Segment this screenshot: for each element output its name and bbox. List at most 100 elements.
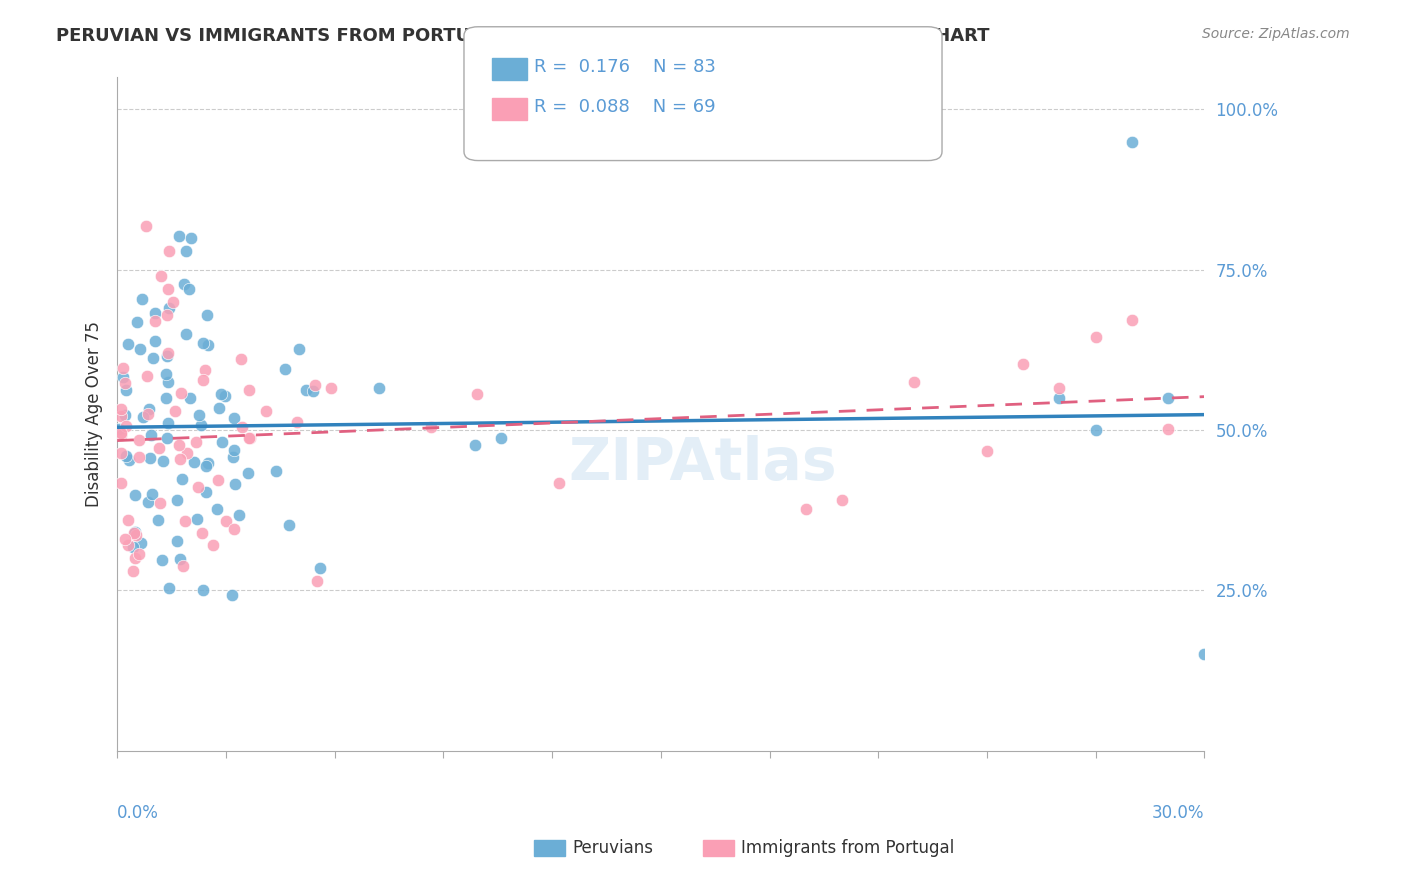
- Point: [143, 313, 166, 327]
- Point: [215, 514, 238, 528]
- Point: [170, 385, 193, 400]
- Point: [117, 513, 139, 527]
- Point: [1012, 357, 1035, 371]
- Point: [114, 419, 136, 434]
- Point: [228, 508, 250, 522]
- Point: [191, 336, 214, 351]
- Point: [831, 492, 853, 507]
- Point: [156, 416, 179, 430]
- Point: [1049, 381, 1071, 395]
- Point: [172, 558, 194, 573]
- Point: [124, 488, 146, 502]
- Point: [221, 588, 243, 602]
- Point: [173, 277, 195, 292]
- Point: [264, 464, 287, 478]
- Point: [141, 351, 163, 365]
- Point: [157, 375, 180, 389]
- Point: [136, 407, 159, 421]
- Point: [115, 449, 138, 463]
- Text: Immigrants from Portugal: Immigrants from Portugal: [741, 839, 955, 857]
- Point: [170, 472, 193, 486]
- Point: [166, 493, 188, 508]
- Point: [195, 484, 218, 499]
- Point: [110, 428, 132, 442]
- Point: [187, 480, 209, 494]
- Point: [177, 282, 200, 296]
- Point: [464, 438, 486, 452]
- Point: [136, 494, 159, 508]
- Point: [162, 295, 184, 310]
- Point: [110, 446, 132, 460]
- Point: [197, 456, 219, 470]
- Point: [111, 370, 134, 384]
- Point: [150, 553, 173, 567]
- Point: [156, 282, 179, 296]
- Point: [122, 564, 145, 578]
- Point: [238, 431, 260, 445]
- Point: [288, 342, 311, 356]
- Point: [188, 408, 211, 422]
- Point: [155, 391, 177, 405]
- Point: [285, 415, 308, 429]
- Point: [224, 522, 246, 536]
- Point: [143, 334, 166, 348]
- Point: [229, 351, 252, 366]
- Point: [125, 315, 148, 329]
- Point: [194, 362, 217, 376]
- Point: [138, 401, 160, 416]
- Point: [1049, 391, 1071, 405]
- Point: [254, 404, 277, 418]
- Point: [194, 459, 217, 474]
- Text: ZIPAtlas: ZIPAtlas: [568, 435, 838, 492]
- Point: [148, 441, 170, 455]
- Point: [124, 551, 146, 566]
- Point: [465, 387, 488, 401]
- Point: [305, 574, 328, 589]
- Text: R =  0.176    N = 83: R = 0.176 N = 83: [534, 58, 716, 76]
- Point: [193, 373, 215, 387]
- Point: [273, 362, 295, 376]
- Point: [107, 422, 129, 436]
- Point: [1084, 423, 1107, 437]
- Point: [150, 269, 173, 284]
- Point: [208, 401, 231, 415]
- Point: [180, 230, 202, 244]
- Point: [135, 219, 157, 233]
- Point: [117, 336, 139, 351]
- Point: [302, 384, 325, 398]
- Point: [110, 476, 132, 491]
- Point: [149, 496, 172, 510]
- Point: [1157, 391, 1180, 405]
- Text: Peruvians: Peruvians: [572, 839, 654, 857]
- Point: [169, 552, 191, 566]
- Point: [131, 292, 153, 306]
- Point: [128, 547, 150, 561]
- Point: [207, 473, 229, 487]
- Point: [239, 431, 262, 445]
- Point: [222, 442, 245, 457]
- Point: [277, 518, 299, 533]
- Y-axis label: Disability Age Over 75: Disability Age Over 75: [86, 321, 103, 507]
- Text: 0.0%: 0.0%: [117, 805, 159, 822]
- Text: Source: ZipAtlas.com: Source: ZipAtlas.com: [1202, 27, 1350, 41]
- Point: [214, 389, 236, 403]
- Text: PERUVIAN VS IMMIGRANTS FROM PORTUGAL DISABILITY AGE OVER 75 CORRELATION CHART: PERUVIAN VS IMMIGRANTS FROM PORTUGAL DIS…: [56, 27, 990, 45]
- Point: [141, 487, 163, 501]
- Point: [124, 524, 146, 539]
- Point: [114, 376, 136, 390]
- Point: [159, 244, 181, 258]
- Point: [132, 409, 155, 424]
- Point: [110, 409, 132, 423]
- Point: [489, 431, 512, 445]
- Point: [122, 541, 145, 555]
- Point: [111, 360, 134, 375]
- Point: [159, 301, 181, 316]
- Point: [129, 536, 152, 550]
- Point: [197, 338, 219, 352]
- Point: [128, 434, 150, 448]
- Point: [167, 438, 190, 452]
- Point: [186, 512, 208, 526]
- Point: [184, 434, 207, 449]
- Point: [202, 539, 225, 553]
- Point: [122, 525, 145, 540]
